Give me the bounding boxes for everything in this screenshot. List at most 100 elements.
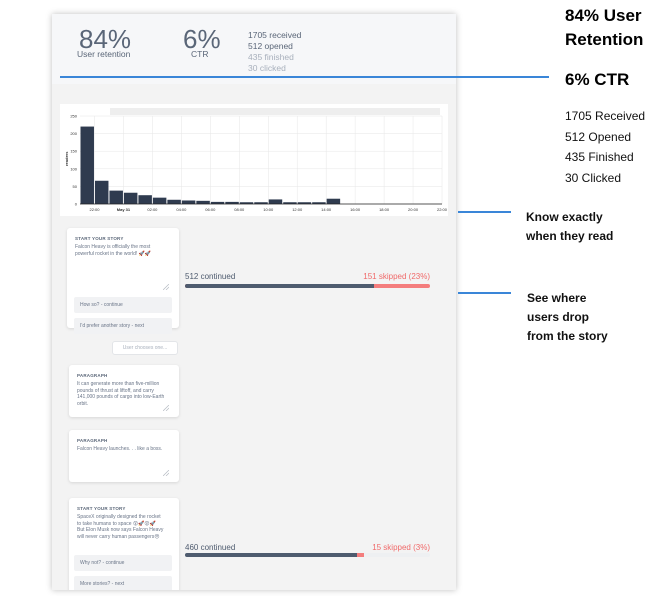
resize-handle-icon[interactable] xyxy=(163,405,169,411)
chart-bar xyxy=(283,202,297,204)
chart-y-axis-label: readers xyxy=(64,151,69,166)
total-finished: 435 Finished xyxy=(565,150,634,164)
chart-bar xyxy=(94,180,109,204)
card-text-line: Falcon Heavy launches. . . like a boss. xyxy=(77,446,163,452)
card-text-line: pounds of thrust at liftoff, and carry xyxy=(77,387,154,394)
chart-y-tick: 250 xyxy=(70,114,77,119)
chart-bar xyxy=(181,200,196,204)
story-card-start[interactable]: START YOUR STORY SpaceX originally desig… xyxy=(69,498,179,590)
analytics-panel: 84% User retention 6% CTR 1705 received … xyxy=(52,14,456,590)
dropoff-note: See where users drop from the story xyxy=(527,289,608,346)
chart-x-tick: 04:00 xyxy=(176,207,187,212)
retention-heading: 84% User Retention xyxy=(565,4,643,52)
card-text-line: But Elon Musk now says Falcon Heavy xyxy=(77,527,164,533)
opened-count: 512 opened xyxy=(248,41,293,51)
choice-continue-button[interactable]: Why not? - continue xyxy=(74,555,172,571)
continued-count: 512 continued xyxy=(185,272,236,281)
chart-bar xyxy=(123,192,138,204)
chart-y-tick: 150 xyxy=(70,149,77,154)
resize-handle-icon[interactable] xyxy=(163,284,169,290)
continued-count: 460 continued xyxy=(185,543,236,552)
chart-x-tick: 02:00 xyxy=(147,207,158,212)
chart-x-tick: 16:00 xyxy=(350,207,361,212)
story-card-paragraph[interactable]: PARAGRAPH It can generate more than five… xyxy=(69,365,179,417)
chart-bar xyxy=(109,190,123,204)
total-opened: 512 Opened xyxy=(565,129,632,144)
chart-bar xyxy=(225,201,239,204)
chart-bar xyxy=(167,199,181,204)
chart-x-tick: May 31 xyxy=(117,207,131,212)
choice-next-button[interactable]: I'd prefer another story - next xyxy=(74,318,172,334)
read-time-note: Know exactly when they read xyxy=(526,208,613,246)
chart-x-tick: 08:00 xyxy=(234,207,245,212)
chart-x-tick: 22:00 xyxy=(437,207,448,212)
skipped-fill xyxy=(356,553,364,557)
chart-bar xyxy=(80,126,94,204)
card-title: PARAGRAPH xyxy=(77,438,108,443)
chart-y-tick: 200 xyxy=(70,131,77,136)
chart-bar xyxy=(138,195,152,204)
chart-bar xyxy=(312,202,326,204)
total-received: 1705 Received xyxy=(565,109,646,123)
story-counts: 1705 received 512 opened 435 finished 30… xyxy=(248,30,301,74)
user-chooses-pill: User chooses one... xyxy=(112,341,178,355)
card-title: START YOUR STORY xyxy=(75,236,124,241)
chart-x-tick: 10:00 xyxy=(263,207,274,212)
card-text-line: SpaceX originally designed the rocket xyxy=(77,514,161,520)
resize-handle-icon[interactable] xyxy=(163,470,169,476)
choice-next-button[interactable]: More stories? - next xyxy=(74,576,172,590)
card-text-line: powerful rocket in the world! 🚀🚀 xyxy=(75,250,152,257)
chart-x-tick: 12:00 xyxy=(292,207,303,212)
chart-bar xyxy=(254,202,268,204)
chart-bar xyxy=(210,201,225,204)
reads-chart-container: 0 50 100 150 200 250 22:00 May 31 02:00 04:00 06:… xyxy=(60,104,448,216)
card-text-line: orbit. xyxy=(77,400,89,407)
card-title: PARAGRAPH xyxy=(77,373,108,378)
card-text-line: to take humans to space 😲🚀😲🚀 xyxy=(77,520,156,527)
chart-y-tick: 0 xyxy=(75,202,78,207)
continued-fill xyxy=(185,553,357,557)
card-text-line: Falcon Heavy is officially the most xyxy=(75,244,151,250)
finished-count: 435 finished xyxy=(248,52,294,62)
skipped-count: 15 skipped (3%) xyxy=(372,543,430,552)
chart-bar xyxy=(196,200,210,204)
retention-value: 84% xyxy=(79,24,132,54)
received-count: 1705 received xyxy=(248,30,302,40)
card-title: START YOUR STORY xyxy=(77,506,126,511)
dropoff-pointer-line xyxy=(458,292,511,294)
chart-x-tick: 06:00 xyxy=(205,207,216,212)
chart-y-tick: 100 xyxy=(70,166,77,171)
chart-bar xyxy=(239,202,254,204)
note-line: See where xyxy=(527,291,587,305)
chart-bar xyxy=(268,199,283,204)
card-text: Falcon Heavy is officially the most powe… xyxy=(75,244,151,257)
total-clicked: 30 Clicked xyxy=(565,170,622,185)
note-line: users drop xyxy=(527,310,590,324)
chart-x-tick: 20:00 xyxy=(408,207,419,212)
retention-label: User retention xyxy=(77,49,131,59)
chart-header-strip xyxy=(110,108,440,115)
chart-bar xyxy=(326,198,341,204)
choice-continue-button[interactable]: How so? - continue xyxy=(74,297,172,313)
continued-fill xyxy=(185,284,374,288)
clicked-count: 30 clicked xyxy=(248,63,286,73)
retention-heading-line: 84% User xyxy=(565,6,642,25)
card-text-line: It can generate more than five-million xyxy=(77,381,160,387)
skipped-count: 151 skipped (23%) xyxy=(363,272,430,281)
retention-heading-line: Retention xyxy=(565,30,644,49)
ctr-value: 6% xyxy=(183,24,221,54)
chart-y-tick: 50 xyxy=(73,184,78,189)
read-time-pointer-line xyxy=(458,211,511,213)
chart-x-tick: 18:00 xyxy=(379,207,390,212)
story-card-start[interactable]: START YOUR STORY Falcon Heavy is officia… xyxy=(67,228,179,334)
story-card-paragraph[interactable]: PARAGRAPH Falcon Heavy launches. . . lik… xyxy=(69,430,179,482)
note-line: from the story xyxy=(527,329,608,343)
totals-list: 1705 Received 512 Opened 435 Finished 30… xyxy=(565,106,645,188)
card-text-line: will never carry human passengers😔 xyxy=(77,533,160,540)
card-text: Falcon Heavy launches. . . like a boss. xyxy=(77,446,162,453)
chart-bar xyxy=(297,202,312,204)
ctr-label: CTR xyxy=(191,49,209,59)
dropoff-progress-bar xyxy=(185,553,430,557)
card-text: It can generate more than five-million p… xyxy=(77,381,164,407)
